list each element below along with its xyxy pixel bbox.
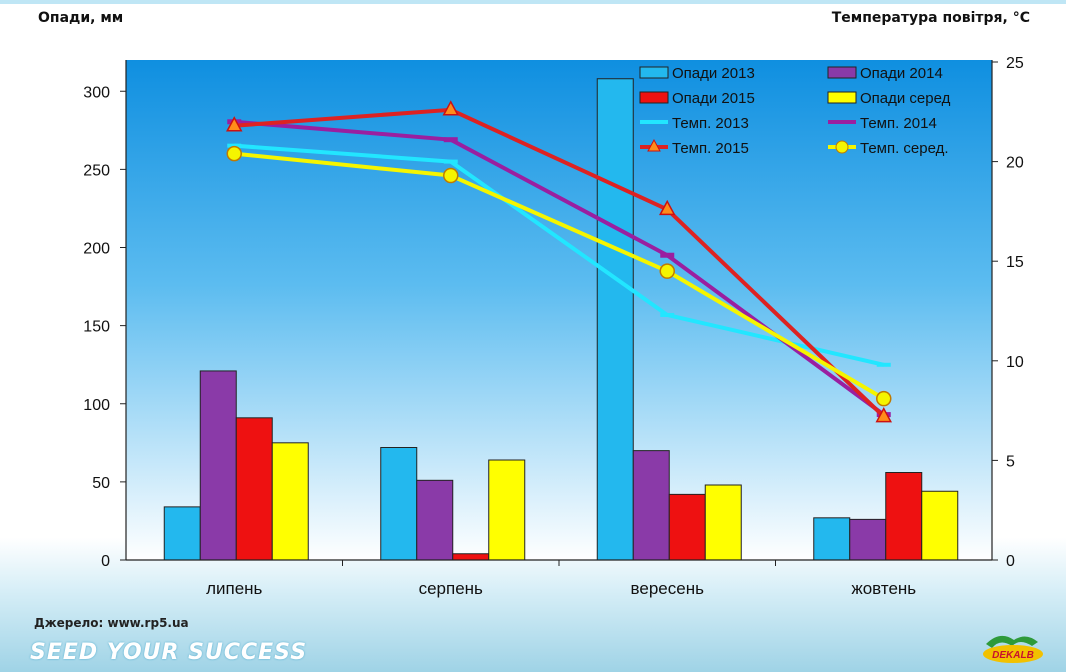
category-label-2: серпень [419,579,483,598]
category-label-4: жовтень [851,579,916,598]
right-tick-label-4: 15 [1006,254,1024,271]
line-point-3-2 [442,100,460,116]
right-tick-label-2: 5 [1006,453,1015,470]
line-point-4-2 [443,167,459,184]
legend-swatch-2 [827,66,857,79]
brand-slogan: SEED YOUR SUCCESS [30,640,308,665]
bars-layer [163,78,959,561]
line-point-3-1 [225,116,243,132]
bar-1-3 [596,78,634,561]
left-tick-label-7: 300 [83,84,110,101]
bar-1-1 [163,506,201,561]
logo-text: DEKALB [992,650,1034,661]
left-axis-title: Опади, мм [38,10,123,26]
category-label-1: липень [206,579,262,598]
right-tick-label-3: 10 [1006,354,1024,371]
bar-2-1 [199,370,237,561]
line-point-1-4 [876,362,891,367]
legend-label-6: Темп. 2014 [860,115,937,132]
bar-4-4 [921,490,959,561]
bar-2-4 [849,518,887,561]
line-point-4-1 [226,145,242,162]
left-tick-label-6: 250 [83,162,110,179]
line-point-4-4 [876,390,892,407]
axes-layer: 0 50 100 150 200 250 300 0 5 10 15 20 25 липень серпен… [83,55,1024,598]
bar-3-4 [885,472,923,561]
bar-3-3 [668,493,706,561]
line-point-2-2 [443,137,458,143]
right-tick-label-1: 0 [1006,553,1015,570]
legend-swatch-4 [827,91,857,104]
bar-3-2 [452,553,490,561]
left-tick-label-4: 150 [83,319,110,336]
bar-3-1 [235,417,273,561]
line-point-4-3 [659,263,675,279]
legend-label-1: Опади 2013 [672,65,755,82]
bar-2-3 [632,450,670,561]
top-border-line [0,0,1066,4]
lines-layer [225,100,893,423]
left-tick-label-1: 0 [101,553,110,570]
bar-1-4 [813,517,851,561]
line-point-1-1 [227,143,242,148]
legend-label-7: Темп. 2015 [672,140,749,157]
bar-4-3 [704,484,742,561]
left-tick-label-2: 50 [92,475,110,492]
category-label-3: вересень [631,579,705,598]
dekalb-logo: DEKALB [983,635,1043,663]
line-point-1-2 [443,159,458,164]
legend-label-8: Темп. серед. [860,140,949,157]
right-tick-label-6: 25 [1006,55,1024,72]
legend: Опади 2013 Опади 2014 Опади 2015 Опади сере… [639,65,951,157]
line-point-1-3 [660,312,675,317]
left-tick-label-3: 100 [83,397,110,414]
line-series-4 [234,151,885,401]
right-tick-label-5: 20 [1006,155,1024,172]
line-series-1 [234,143,885,367]
legend-marker-8 [835,140,849,154]
legend-label-4: Опади серед [860,90,951,107]
legend-label-5: Темп. 2013 [672,115,749,132]
left-tick-label-5: 200 [83,241,110,258]
legend-swatch-1 [639,66,669,79]
legend-label-2: Опади 2014 [860,65,943,82]
legend-label-3: Опади 2015 [672,90,755,107]
legend-marker-7 [647,138,661,152]
line-series-3 [234,107,886,419]
right-axis-title: Температура повітря, °С [832,10,1030,26]
line-point-2-3 [660,252,675,258]
legend-swatch-3 [639,91,669,104]
bar-4-2 [488,459,526,561]
bar-2-2 [416,479,454,561]
bar-1-2 [380,447,418,561]
line-point-3-3 [658,199,676,216]
line-point-3-4 [875,406,893,423]
bar-4-1 [271,442,309,561]
source-caption: Джерело: www.rp5.ua [34,616,189,630]
